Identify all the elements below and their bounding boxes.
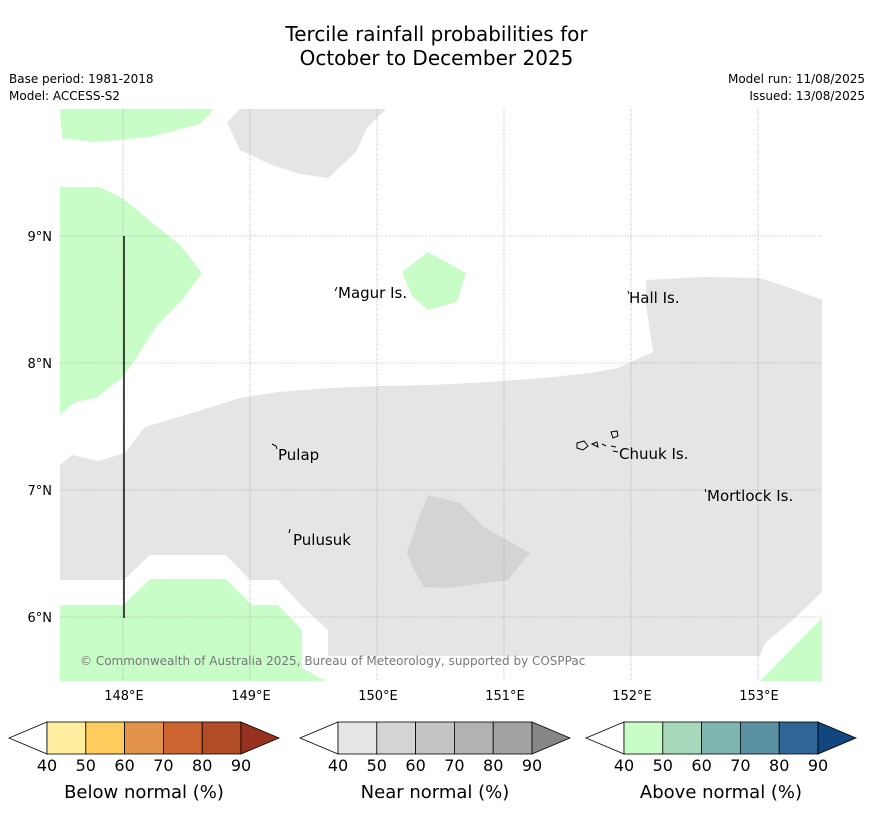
above-normal-colorbar-tick: 60 [691, 756, 711, 775]
above-normal-colorbar-tick: 70 [730, 756, 750, 775]
near-normal-colorbar: 40 50 60 70 80 90 Near normal (%) [298, 721, 572, 803]
island-outlines [271, 286, 707, 534]
below-normal-colorbar-low-extend [7, 721, 48, 755]
title-line-1: Tercile rainfall probabilities for [285, 22, 588, 46]
lon-label-148e: 148°E [104, 689, 144, 704]
near-normal-colorbar-segment [492, 721, 533, 755]
lon-label-152e: 152°E [612, 689, 652, 704]
near-normal-colorbar-segment [376, 721, 416, 755]
near-normal-region-main [60, 277, 822, 656]
colorbar-group: 40 50 60 70 80 90 Below normal (%) 40 50 60 70 80 90… [7, 721, 858, 803]
below-normal-colorbar-segment [124, 721, 164, 755]
graticule [60, 109, 822, 681]
below-normal-colorbar-segment [201, 721, 242, 755]
place-label-magur: Magur Is. [338, 284, 407, 302]
above-normal-colorbar-segment [701, 721, 741, 755]
below-normal-colorbar-label: Below normal (%) [64, 782, 224, 803]
above-normal-colorbar-low-extend [584, 721, 625, 755]
place-label-pulap: Pulap [278, 446, 319, 464]
below-normal-colorbar-segment [162, 721, 203, 755]
copyright-notice: © Commonwealth of Australia 2025, Bureau… [80, 654, 585, 668]
above-normal-colorbar-segment [662, 721, 702, 755]
lon-label-153e: 153°E [739, 689, 779, 704]
above-normal-colorbar-tick: 40 [614, 756, 634, 775]
lon-label-149e: 149°E [231, 689, 271, 704]
lat-label-9n: 9°N [28, 230, 53, 245]
near-normal-region-dark [407, 495, 530, 588]
meta-right: Model run: 11/08/2025 Issued: 13/08/2025 [728, 71, 865, 105]
above-normal-colorbar-label: Above normal (%) [640, 782, 802, 803]
below-normal-colorbar: 40 50 60 70 80 90 Below normal (%) [7, 721, 281, 803]
below-normal-colorbar-tick: 70 [153, 756, 173, 775]
near-normal-colorbar-tick: 80 [483, 756, 503, 775]
chuuk-islands-shape [576, 430, 619, 453]
above-normal-colorbar-tick: 50 [653, 756, 673, 775]
place-label-chuuk: Chuuk Is. [619, 445, 688, 463]
near-normal-colorbar-segment [415, 721, 455, 755]
near-normal-colorbar-tick: 40 [328, 756, 348, 775]
near-normal-colorbar-segment [453, 721, 494, 755]
lat-label-6n: 6°N [28, 611, 53, 626]
near-normal-colorbar-label: Near normal (%) [361, 782, 510, 803]
near-normal-colorbar-tick: 90 [522, 756, 542, 775]
above-normal-region-se [760, 618, 822, 681]
below-normal-colorbar-tick: 50 [76, 756, 96, 775]
above-normal-region-west [60, 187, 202, 415]
below-normal-colorbar-segment [85, 721, 126, 755]
lat-label-7n: 7°N [28, 484, 53, 499]
place-label-hall: Hall Is. [629, 289, 680, 307]
near-normal-colorbar-tick: 50 [367, 756, 387, 775]
above-normal-colorbar: 40 50 60 70 80 90 Above normal (%) [584, 721, 858, 803]
above-normal-colorbar-segment [740, 721, 780, 755]
magur-island-shape [334, 286, 338, 292]
above-normal-colorbar-tick: 90 [808, 756, 828, 775]
place-label-pulusuk: Pulusuk [293, 531, 351, 549]
below-normal-colorbar-high-extend [240, 721, 281, 755]
near-normal-colorbar-tick: 60 [405, 756, 425, 775]
near-normal-colorbar-high-extend [531, 721, 572, 755]
base-period: Base period: 1981-2018 [9, 72, 154, 86]
above-normal-colorbar-tick: 80 [769, 756, 789, 775]
above-normal-region-center [402, 252, 466, 310]
above-normal-region-sw [60, 579, 326, 681]
meta-left: Base period: 1981-2018 Model: ACCESS-S2 [9, 71, 154, 105]
issued-date: Issued: 13/08/2025 [749, 89, 865, 103]
title-line-2: October to December 2025 [299, 46, 574, 70]
pulusuk-island-shape [288, 528, 291, 534]
hall-island-shape [627, 290, 630, 295]
above-normal-colorbar-segment [778, 721, 819, 755]
lat-label-8n: 8°N [28, 357, 53, 372]
above-normal-region-nw [60, 109, 214, 142]
below-normal-colorbar-tick: 80 [192, 756, 212, 775]
map-title: Tercile rainfall probabilities for Octob… [0, 22, 873, 70]
near-normal-colorbar-segment [337, 721, 378, 755]
above-normal-colorbar-segment [623, 721, 664, 755]
below-normal-colorbar-segment [46, 721, 87, 755]
pulap-island-shape [271, 443, 278, 450]
below-normal-colorbar-tick: 60 [114, 756, 134, 775]
above-normal-colorbar-high-extend [817, 721, 858, 755]
near-normal-region-north [227, 109, 386, 178]
lon-label-150e: 150°E [358, 689, 398, 704]
near-normal-colorbar-tick: 70 [444, 756, 464, 775]
model-name: Model: ACCESS-S2 [9, 89, 121, 103]
near-normal-colorbar-low-extend [298, 721, 339, 755]
place-label-mortlock: Mortlock Is. [707, 487, 793, 505]
below-normal-colorbar-tick: 40 [37, 756, 57, 775]
model-run: Model run: 11/08/2025 [727, 72, 865, 86]
mortlock-island-shape [704, 488, 707, 493]
below-normal-colorbar-tick: 90 [231, 756, 251, 775]
lon-label-151e: 151°E [485, 689, 525, 704]
probability-shading [60, 109, 822, 681]
